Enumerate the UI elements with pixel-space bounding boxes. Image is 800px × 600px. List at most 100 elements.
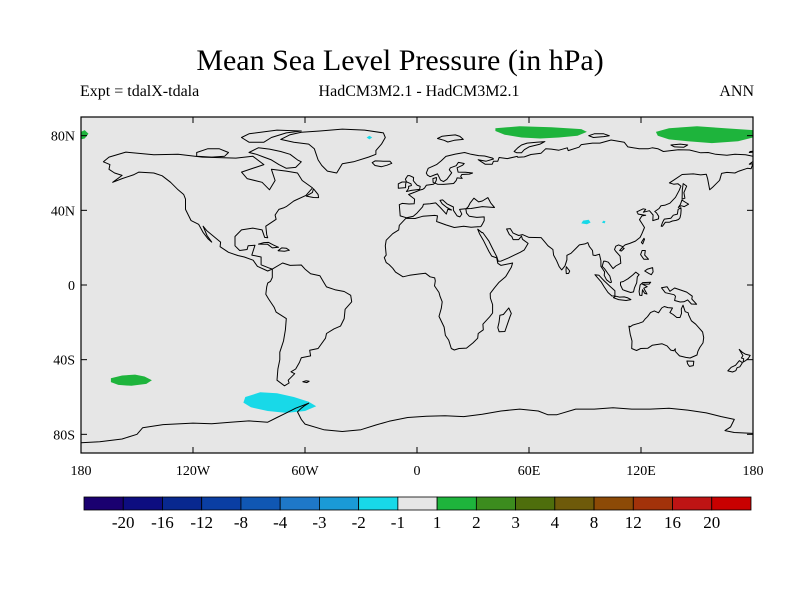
y-tick-label: 80N [51,130,75,145]
coastline-newfoundland [305,188,320,199]
colorbar-swatch [162,496,203,511]
coastline-philippines-luzon [640,250,649,260]
colorbar-label: 8 [590,513,599,532]
coastline-mindanao [644,267,654,276]
colorbar-label: 1 [433,513,442,532]
anomaly-region-south-pacific [110,374,152,386]
anomaly-region-arctic-east-siberia [655,126,753,144]
coastline-falklands [302,380,310,384]
colorbar-swatch [358,496,399,511]
anomaly-region-greenland-north [366,135,373,140]
colorbar-label: 2 [472,513,481,532]
coastline-hispaniola [277,247,290,252]
colorbar-swatch [672,496,713,511]
coastline-australia [628,304,705,359]
coastline-south-america [265,262,353,387]
colorbar-label: 4 [551,513,560,532]
colorbar-swatch [319,496,360,511]
x-tick-label: 120W [176,464,211,479]
x-tick-label: 180 [71,464,92,479]
colorbar-label: 20 [703,513,720,532]
coastline-hokkaido [677,199,690,208]
coastline-sri-lanka [565,266,571,275]
colorbar-swatch [240,496,281,511]
colorbar-label: -1 [391,513,405,532]
colorbar-swatch [711,496,752,511]
colorbar-swatch [122,496,163,511]
coastline-new-zealand-south [727,360,743,373]
x-tick-label: 0 [414,464,421,479]
coastline-japan-honshu [660,207,682,227]
model-comparison-label: HadCM3M2.1 - HadCM3M2.1 [318,83,520,100]
coastline-greenland [280,128,386,174]
coastline-ellesmere [241,129,302,143]
coastline-madagascar [497,307,512,333]
coastline-baffin-island [248,147,302,169]
x-tick-label: 180 [743,464,764,479]
coastline-eurasia [383,139,753,351]
colorbar-label: 16 [664,513,681,532]
x-tick-label: 120E [626,464,656,479]
coastline-novaya-zemlya [513,141,546,154]
colorbar-swatch [397,496,438,511]
coastline-ireland [397,181,407,189]
colorbar-label: 3 [511,513,520,532]
coastline-hainan [619,247,625,252]
coastline-sumatra [594,274,616,297]
coastline-new-siberian [670,143,689,148]
coastline-victoria-island [196,148,229,158]
y-tick-label: 0 [68,279,75,294]
anomaly-region-central-asia [581,219,591,225]
colorbar-label: -3 [312,513,326,532]
colorbar-label: -12 [190,513,213,532]
colorbar-swatch [83,496,124,511]
colorbar-label: 12 [625,513,642,532]
anomaly-region-arctic-canada [81,130,89,140]
coastline-taiwan [640,237,645,245]
chart-title: Mean Sea Level Pressure (in hPa) [196,44,604,77]
colorbar-label: -4 [273,513,288,532]
colorbar-swatch [515,496,556,511]
colorbar-label: -2 [352,513,366,532]
y-tick-label: 40N [51,204,75,219]
colorbar-label: -8 [234,513,248,532]
colorbar-swatch [201,496,242,511]
coastline-iceland [371,160,393,168]
colorbar-label: -20 [112,513,135,532]
coastline-tasmania [686,360,695,367]
experiment-label: Expt = tdalX-tdala [80,83,200,100]
colorbar-swatch [436,496,477,511]
coastlines [81,128,753,453]
x-tick-label: 60W [291,464,319,479]
y-tick-label: 80S [53,428,75,443]
coastline-cuba [258,241,279,249]
coastline-north-america [102,151,313,272]
season-label: ANN [719,83,754,100]
coastline-antarctica [81,402,753,453]
coastline-severnaya-zemlya [588,133,610,138]
map-axes: 180 120W 60W 0 60E 120E 180 80N 40N 0 40S 80S [51,117,764,479]
colorbar-swatch [632,496,673,511]
anomaly-region-central-asia-small [601,220,606,224]
colorbar-label: -16 [151,513,174,532]
colorbar-swatch [554,496,595,511]
coastline-java [612,295,632,301]
anomaly-regions [81,126,753,413]
y-tick-label: 40S [53,354,75,369]
coastline-sakhalin [681,183,688,200]
coastline-great-britain [404,175,421,192]
colorbar-swatch [279,496,320,511]
coastline-new-zealand-north [738,348,751,363]
colorbar-swatch [475,496,516,511]
coastline-borneo [620,271,640,293]
map-background [81,117,753,453]
coastline-svalbard [437,134,464,143]
colorbar: -20 -16 -12 -8 -4 -3 -2 -1 1 2 3 4 8 12 16 20 [83,496,752,532]
colorbar-swatch [593,496,634,511]
x-tick-label: 60E [518,464,541,479]
coastline-sulawesi [638,281,652,296]
anomaly-region-arctic-barents-kara [495,126,587,139]
coastline-wrangel [748,150,753,153]
coastline-new-guinea [661,286,698,305]
